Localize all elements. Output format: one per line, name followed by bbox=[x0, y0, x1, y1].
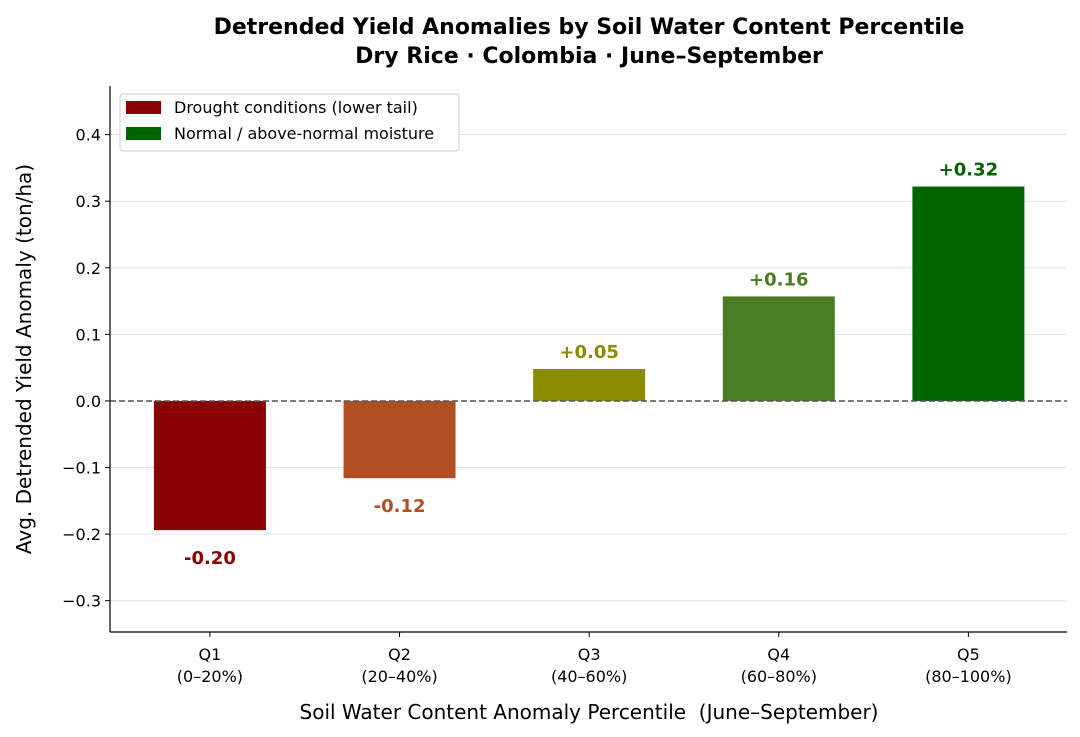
y-tick-label: 0.2 bbox=[76, 259, 101, 278]
x-tick-sublabel: (80–100%) bbox=[925, 667, 1012, 686]
bar-q4 bbox=[722, 296, 835, 401]
legend-box bbox=[119, 93, 460, 152]
x-axis-label: Soil Water Content Anomaly Percentile (J… bbox=[300, 700, 879, 724]
bar-q1 bbox=[153, 400, 266, 531]
y-tick-label: 0.4 bbox=[76, 126, 101, 145]
legend-label: Drought conditions (lower tail) bbox=[174, 98, 418, 117]
data-label: +0.16 bbox=[749, 269, 809, 290]
chart-subtitle: Dry Rice · Colombia · June–September bbox=[355, 44, 823, 69]
x-tick-label: Q4 bbox=[767, 645, 790, 664]
y-tick-label: 0.1 bbox=[76, 325, 101, 344]
data-label: +0.32 bbox=[939, 160, 999, 181]
x-tick-sublabel: (0–20%) bbox=[177, 667, 243, 686]
y-axis-label: Avg. Detrended Yield Anomaly (ton/ha) bbox=[12, 164, 36, 554]
x-tick-label: Q2 bbox=[388, 645, 411, 664]
bar-q3 bbox=[533, 368, 646, 401]
x-tick-label: Q1 bbox=[199, 645, 222, 664]
bar-q2 bbox=[343, 400, 456, 479]
y-tick-label: 0.0 bbox=[76, 392, 101, 411]
legend: Drought conditions (lower tail) Normal / … bbox=[119, 93, 460, 152]
y-tick-label: −0.1 bbox=[62, 459, 101, 478]
data-label: -0.20 bbox=[184, 548, 236, 569]
y-tick-label: −0.3 bbox=[62, 592, 101, 611]
data-label: -0.12 bbox=[374, 496, 426, 517]
y-tick-label: 0.3 bbox=[76, 192, 101, 211]
x-tick-label: Q5 bbox=[957, 645, 980, 664]
data-label: +0.05 bbox=[559, 342, 619, 363]
y-tick-label: −0.2 bbox=[62, 525, 101, 544]
x-tick-sublabel: (20–40%) bbox=[361, 667, 437, 686]
x-tick-sublabel: (40–60%) bbox=[551, 667, 627, 686]
legend-label: Normal / above-normal moisture bbox=[174, 124, 434, 143]
bar-q5 bbox=[912, 186, 1025, 401]
legend-swatch bbox=[126, 101, 161, 114]
chart-title: Detrended Yield Anomalies by Soil Water … bbox=[214, 15, 965, 40]
legend-swatch bbox=[126, 127, 161, 140]
x-tick-sublabel: (60–80%) bbox=[741, 667, 817, 686]
x-tick-label: Q3 bbox=[578, 645, 601, 664]
